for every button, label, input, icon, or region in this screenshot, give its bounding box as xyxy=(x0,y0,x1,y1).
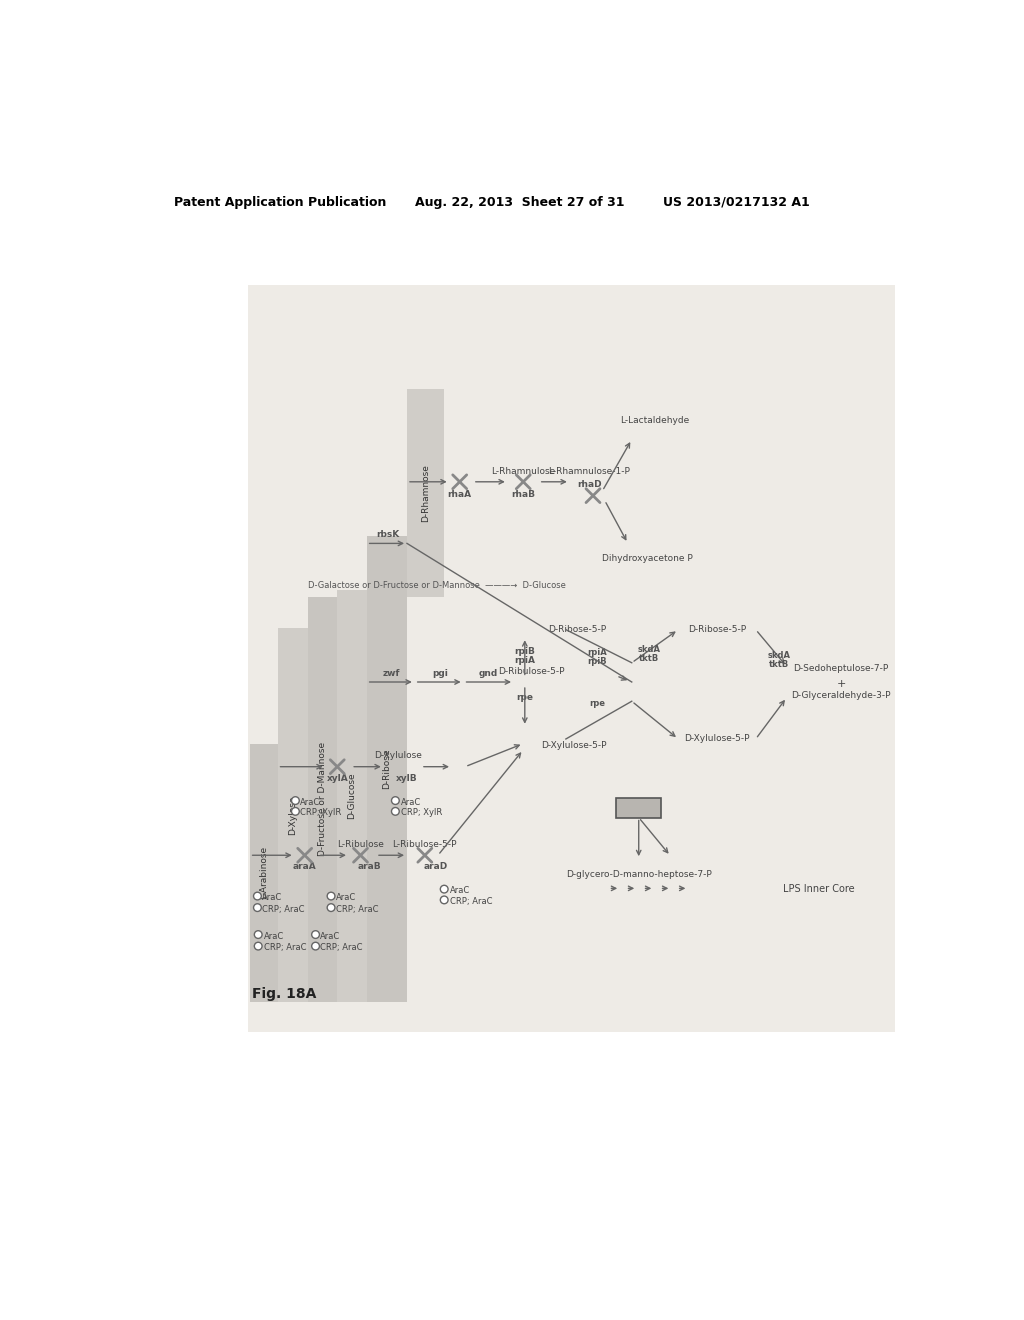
Text: Aug. 22, 2013  Sheet 27 of 31: Aug. 22, 2013 Sheet 27 of 31 xyxy=(415,195,625,209)
Text: pgi: pgi xyxy=(432,669,449,678)
Circle shape xyxy=(440,886,449,892)
Circle shape xyxy=(440,896,449,904)
Text: D-Ribose-5-P: D-Ribose-5-P xyxy=(688,626,746,634)
Text: rpe: rpe xyxy=(589,700,605,708)
Text: CRP; AraC: CRP; AraC xyxy=(450,898,493,906)
Bar xyxy=(407,389,444,597)
Text: L-Ribulose: L-Ribulose xyxy=(337,840,384,849)
Text: rpiB: rpiB xyxy=(587,657,606,665)
Text: D-Xylulose: D-Xylulose xyxy=(374,751,422,760)
Text: D-Galactose or D-Fructose or D-Mannose  ———→  D-Glucose: D-Galactose or D-Fructose or D-Mannose —… xyxy=(308,581,565,590)
Circle shape xyxy=(292,797,299,804)
Circle shape xyxy=(254,942,262,950)
Text: Dihydroxyacetone P: Dihydroxyacetone P xyxy=(602,554,692,564)
Text: D-Rhamnose: D-Rhamnose xyxy=(421,465,430,523)
Text: +: + xyxy=(837,678,846,689)
Text: AraC: AraC xyxy=(400,797,421,807)
Text: Fig. 18A: Fig. 18A xyxy=(252,987,316,1001)
Text: CRP; AraC: CRP; AraC xyxy=(336,904,378,913)
Text: D-Xylose: D-Xylose xyxy=(288,795,297,834)
Text: AraC: AraC xyxy=(300,797,321,807)
Text: tktB: tktB xyxy=(639,655,658,664)
Text: zwf: zwf xyxy=(383,669,400,678)
Text: D-Ribose-5-P: D-Ribose-5-P xyxy=(549,626,606,634)
Text: AraC: AraC xyxy=(450,886,470,895)
Bar xyxy=(367,536,407,1002)
Text: araD: araD xyxy=(424,862,447,871)
Text: AraC: AraC xyxy=(262,894,283,902)
Text: xylB: xylB xyxy=(396,774,418,783)
Circle shape xyxy=(391,808,399,816)
Text: CRP; XylR: CRP; XylR xyxy=(300,808,341,817)
Text: gnd: gnd xyxy=(479,669,498,678)
Text: skdA: skdA xyxy=(768,651,791,660)
Text: rhaA: rhaA xyxy=(447,490,472,499)
Text: D-glycero-D-manno-heptose-7-P: D-glycero-D-manno-heptose-7-P xyxy=(566,870,712,879)
Text: D-Sedoheptulose-7-P: D-Sedoheptulose-7-P xyxy=(794,664,889,673)
Text: L-Rhamnulose-1-P: L-Rhamnulose-1-P xyxy=(548,466,630,475)
Text: L-Arabinose: L-Arabinose xyxy=(259,846,268,899)
Text: Patent Application Publication: Patent Application Publication xyxy=(174,195,387,209)
Circle shape xyxy=(391,797,399,804)
Text: D-Xylulose-5-P: D-Xylulose-5-P xyxy=(541,741,606,750)
Circle shape xyxy=(311,931,319,939)
Circle shape xyxy=(254,892,261,900)
Text: araB: araB xyxy=(358,862,382,871)
Bar xyxy=(278,628,308,1002)
Text: AraC: AraC xyxy=(336,894,356,902)
Circle shape xyxy=(254,931,262,939)
Text: rpe: rpe xyxy=(516,693,534,702)
Bar xyxy=(250,743,278,1002)
Text: LPS Inner Core: LPS Inner Core xyxy=(783,884,854,894)
Text: D-Glucose: D-Glucose xyxy=(347,772,356,818)
Text: CRP; AraC: CRP; AraC xyxy=(263,944,306,952)
Text: rhaD: rhaD xyxy=(577,479,601,488)
Text: rpiB: rpiB xyxy=(514,647,536,656)
Text: L-Rhamnulose: L-Rhamnulose xyxy=(492,466,555,475)
Text: D-Xylulose-5-P: D-Xylulose-5-P xyxy=(684,734,750,743)
Circle shape xyxy=(311,942,319,950)
Text: L-Ribulose-5-P: L-Ribulose-5-P xyxy=(392,840,457,849)
Text: xylA: xylA xyxy=(327,774,348,783)
Circle shape xyxy=(328,892,335,900)
Text: US 2013/0217132 A1: US 2013/0217132 A1 xyxy=(663,195,810,209)
Circle shape xyxy=(328,904,335,911)
Bar xyxy=(337,590,367,1002)
Text: LpxA: LpxA xyxy=(625,803,653,813)
Text: rpiA: rpiA xyxy=(587,648,607,657)
Text: rpiA: rpiA xyxy=(514,656,536,665)
Text: tktB: tktB xyxy=(769,660,790,669)
Circle shape xyxy=(292,808,299,816)
Text: D-Ribulose-5-P: D-Ribulose-5-P xyxy=(498,667,564,676)
Text: D-Fructose or D-Mannose: D-Fructose or D-Mannose xyxy=(318,742,327,857)
Text: L-Lactaldehyde: L-Lactaldehyde xyxy=(621,416,689,425)
Text: CRP; XylR: CRP; XylR xyxy=(400,808,442,817)
Text: rbsK: rbsK xyxy=(376,529,399,539)
Text: skdA: skdA xyxy=(637,645,660,655)
Bar xyxy=(308,597,337,1002)
Text: D-Glyceraldehyde-3-P: D-Glyceraldehyde-3-P xyxy=(792,692,891,701)
Text: AraC: AraC xyxy=(263,932,284,941)
Text: CRP; AraC: CRP; AraC xyxy=(262,904,304,913)
Text: AraC: AraC xyxy=(321,932,340,941)
Bar xyxy=(248,285,895,1032)
Circle shape xyxy=(254,904,261,911)
Text: araA: araA xyxy=(293,862,316,871)
Text: rhaB: rhaB xyxy=(511,490,536,499)
Text: CRP; AraC: CRP; AraC xyxy=(321,944,362,952)
Text: D-Ribose: D-Ribose xyxy=(382,748,391,789)
Bar xyxy=(616,797,662,817)
